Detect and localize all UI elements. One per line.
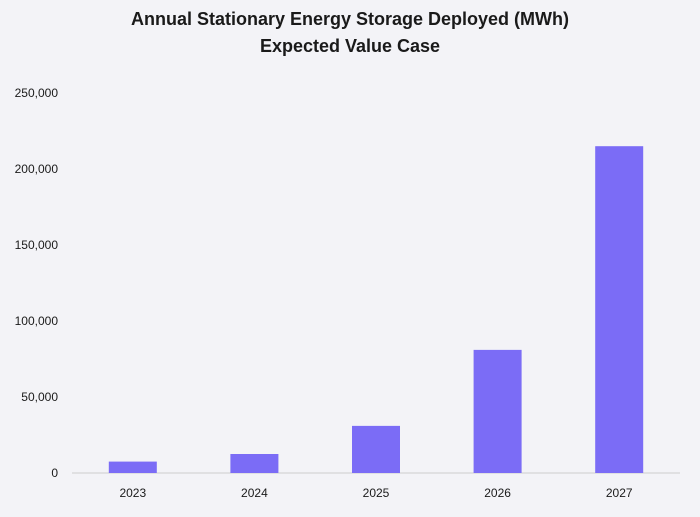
x-tick-label: 2024 (241, 486, 268, 500)
y-tick-label: 250,000 (15, 86, 59, 100)
bar-2023 (108, 461, 157, 473)
y-tick-label: 100,000 (15, 314, 59, 328)
y-tick-label: 200,000 (15, 162, 59, 176)
y-tick-label: 0 (51, 466, 58, 480)
chart-title-block: Annual Stationary Energy Storage Deploye… (0, 6, 700, 60)
x-tick-label: 2025 (363, 486, 390, 500)
x-tick-label: 2027 (606, 486, 633, 500)
bar-2027 (595, 146, 644, 473)
chart-title: Annual Stationary Energy Storage Deploye… (130, 9, 570, 29)
y-tick-label: 150,000 (15, 238, 59, 252)
bar-2024 (230, 454, 279, 473)
bar-2025 (352, 425, 400, 473)
y-tick-label: 50,000 (21, 390, 58, 404)
x-tick-label: 2023 (119, 486, 146, 500)
chart-subtitle: Expected Value Case (259, 36, 441, 56)
x-tick-label: 2026 (484, 486, 511, 500)
bar-2026 (473, 349, 522, 473)
